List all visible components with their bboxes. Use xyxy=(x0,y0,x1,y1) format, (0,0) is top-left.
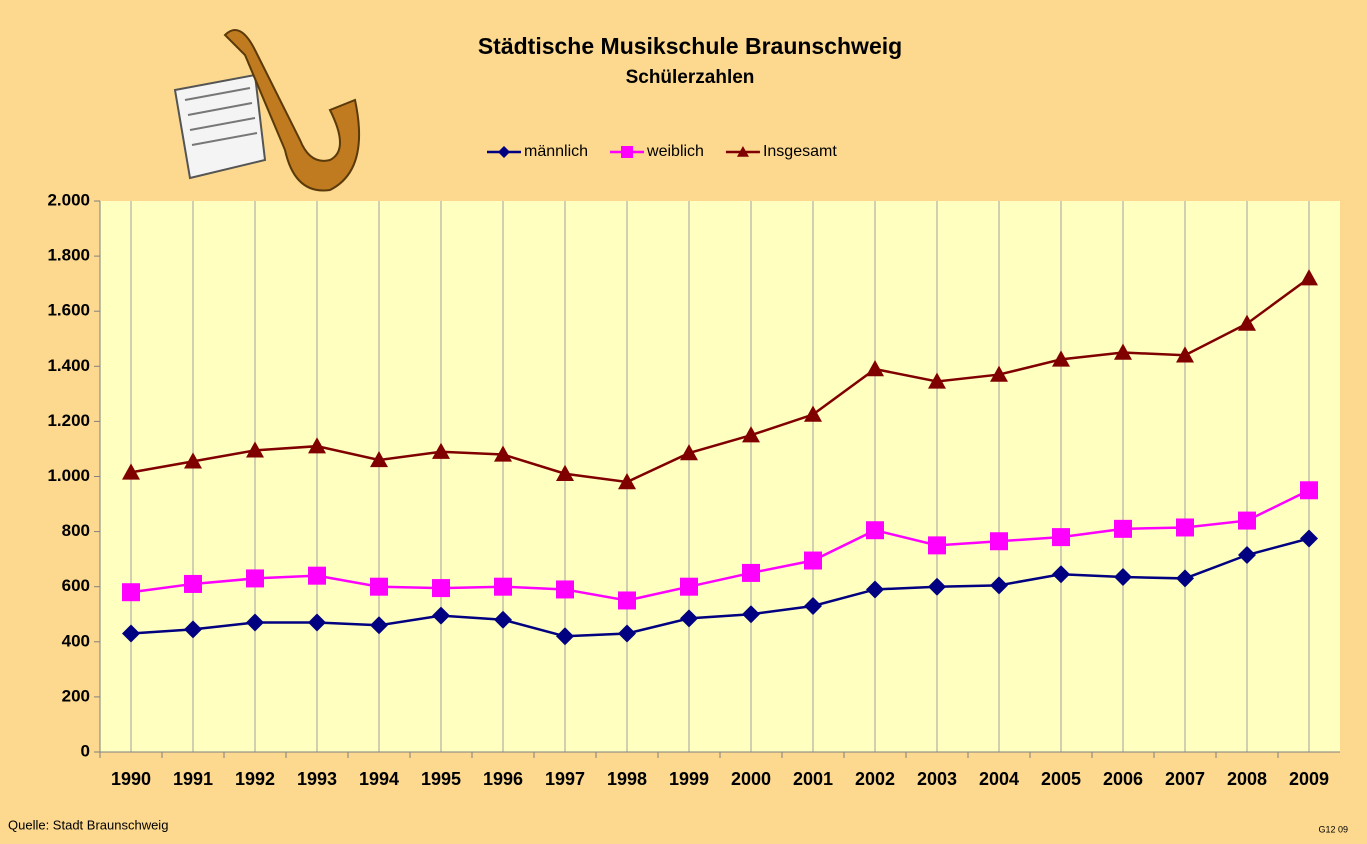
y-tick-label: 1.600 xyxy=(47,301,90,320)
legend-label: weiblich xyxy=(646,143,704,160)
y-tick-label: 1.000 xyxy=(47,466,90,485)
marker xyxy=(866,521,884,539)
marker xyxy=(928,536,946,554)
x-tick-label: 2005 xyxy=(1041,769,1081,789)
marker xyxy=(742,564,760,582)
x-tick-label: 1990 xyxy=(111,769,151,789)
marker xyxy=(1052,528,1070,546)
legend-label: Insgesamt xyxy=(763,143,837,160)
y-tick-label: 800 xyxy=(62,521,90,540)
x-tick-label: 1997 xyxy=(545,769,585,789)
y-tick-label: 200 xyxy=(62,686,90,705)
x-tick-label: 2000 xyxy=(731,769,771,789)
x-tick-label: 1992 xyxy=(235,769,275,789)
marker xyxy=(432,579,450,597)
x-tick-label: 2006 xyxy=(1103,769,1143,789)
marker xyxy=(370,578,388,596)
x-tick-label: 2002 xyxy=(855,769,895,789)
x-tick-label: 2001 xyxy=(793,769,833,789)
chart-title: Städtische Musikschule Braunschweig xyxy=(478,33,902,59)
plot-area xyxy=(100,201,1340,752)
x-tick-label: 2008 xyxy=(1227,769,1267,789)
y-tick-label: 600 xyxy=(62,576,90,595)
marker xyxy=(1300,481,1318,499)
y-tick-label: 1.800 xyxy=(47,246,90,265)
legend-marker xyxy=(621,146,633,158)
x-tick-label: 1993 xyxy=(297,769,337,789)
legend-label: männlich xyxy=(524,143,588,160)
marker xyxy=(990,532,1008,550)
chart-subtitle: Schülerzahlen xyxy=(626,67,755,88)
y-tick-label: 0 xyxy=(81,741,90,760)
marker xyxy=(1238,512,1256,530)
marker xyxy=(680,578,698,596)
marker xyxy=(184,575,202,593)
x-tick-label: 1999 xyxy=(669,769,709,789)
y-tick-label: 400 xyxy=(62,631,90,650)
source-note: Quelle: Stadt Braunschweig xyxy=(8,817,168,832)
marker xyxy=(122,583,140,601)
marker xyxy=(1114,520,1132,538)
x-tick-label: 2007 xyxy=(1165,769,1205,789)
x-tick-label: 1995 xyxy=(421,769,461,789)
marker xyxy=(1176,518,1194,536)
y-tick-label: 1.400 xyxy=(47,356,90,375)
x-tick-label: 1998 xyxy=(607,769,647,789)
marker xyxy=(246,569,264,587)
y-tick-label: 1.200 xyxy=(47,411,90,430)
marker xyxy=(618,591,636,609)
x-tick-label: 1991 xyxy=(173,769,213,789)
y-tick-label: 2.000 xyxy=(47,190,90,209)
x-tick-label: 2004 xyxy=(979,769,1019,789)
marker xyxy=(494,578,512,596)
marker xyxy=(556,580,574,598)
marker xyxy=(308,567,326,585)
x-tick-label: 1994 xyxy=(359,769,399,789)
x-tick-label: 2009 xyxy=(1289,769,1329,789)
chart: Städtische Musikschule Braunschweig Schü… xyxy=(0,0,1367,839)
page: {"chart_data": {"type": "line", "title":… xyxy=(0,0,1367,839)
marker xyxy=(804,552,822,570)
figure-code: G12 09 xyxy=(1318,824,1348,834)
x-tick-label: 1996 xyxy=(483,769,523,789)
x-tick-label: 2003 xyxy=(917,769,957,789)
